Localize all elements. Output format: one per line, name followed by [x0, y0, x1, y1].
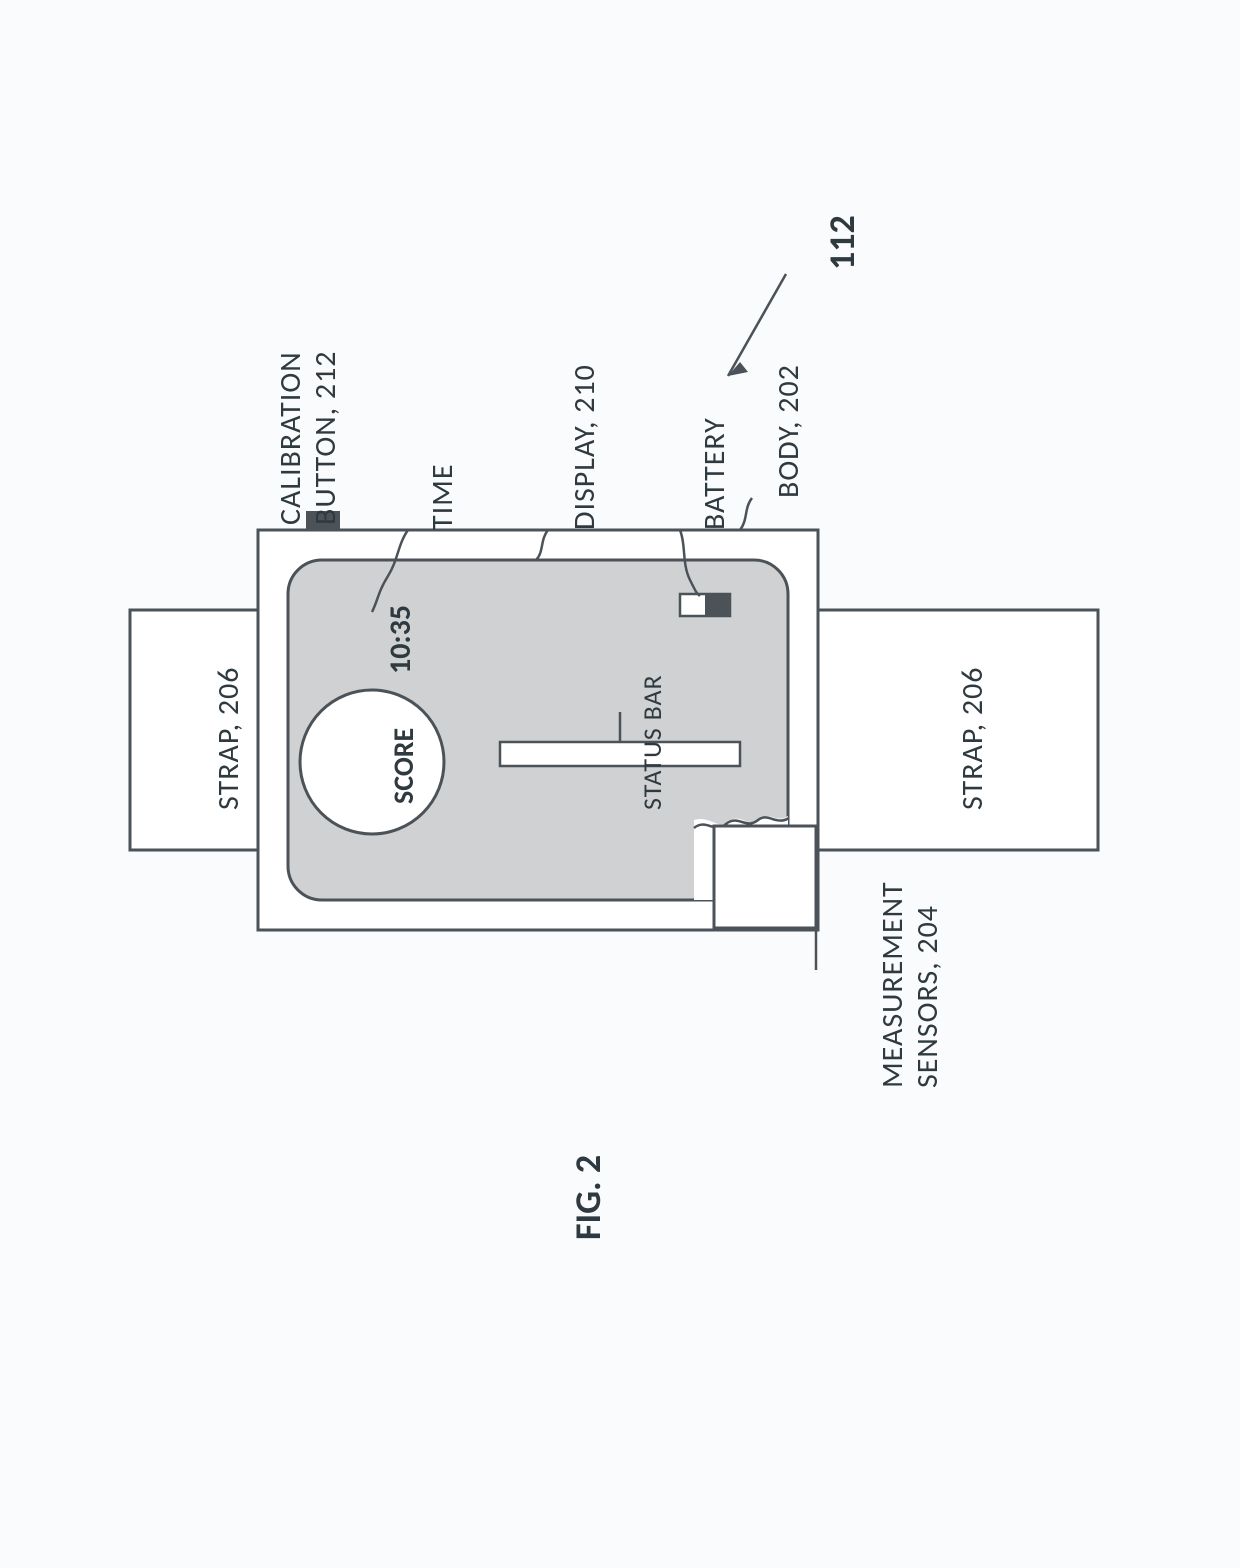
measurement-sensor	[714, 826, 816, 928]
label-sensors-l2: SENSORS, 204	[909, 905, 946, 1088]
label-strap-left: STRAP, 206	[210, 666, 247, 810]
status-bar	[500, 742, 740, 766]
label-battery: BATTERY	[696, 417, 733, 530]
display-time-value: 10:35	[382, 605, 419, 674]
figure-ref-num: 112	[820, 215, 864, 270]
diagram-canvas: 112 CALIBRATION BUTTON, 212 TIME DISPLAY…	[0, 0, 1240, 1568]
label-body: BODY, 202	[770, 364, 807, 498]
label-calibration-l2: BUTTON, 212	[307, 351, 344, 525]
label-calibration: CALIBRATION BUTTON, 212	[274, 351, 343, 525]
label-strap-right: STRAP, 206	[954, 666, 991, 810]
label-status-bar: STATUS BAR	[636, 674, 668, 810]
label-sensors: MEASUREMENT SENSORS, 204	[876, 881, 945, 1088]
label-time: TIME	[424, 464, 461, 530]
label-calibration-l1: CALIBRATION	[272, 351, 309, 525]
figure-caption: FIG. 2	[566, 1155, 610, 1240]
score-circle	[300, 690, 444, 834]
leader-112	[728, 274, 786, 376]
battery-fill	[705, 594, 730, 616]
score-label: SCORE	[386, 728, 421, 804]
leader-body	[740, 498, 752, 530]
diagram-svg	[0, 0, 1240, 1568]
label-display: DISPLAY, 210	[566, 364, 603, 530]
label-sensors-l1: MEASUREMENT	[874, 881, 911, 1088]
